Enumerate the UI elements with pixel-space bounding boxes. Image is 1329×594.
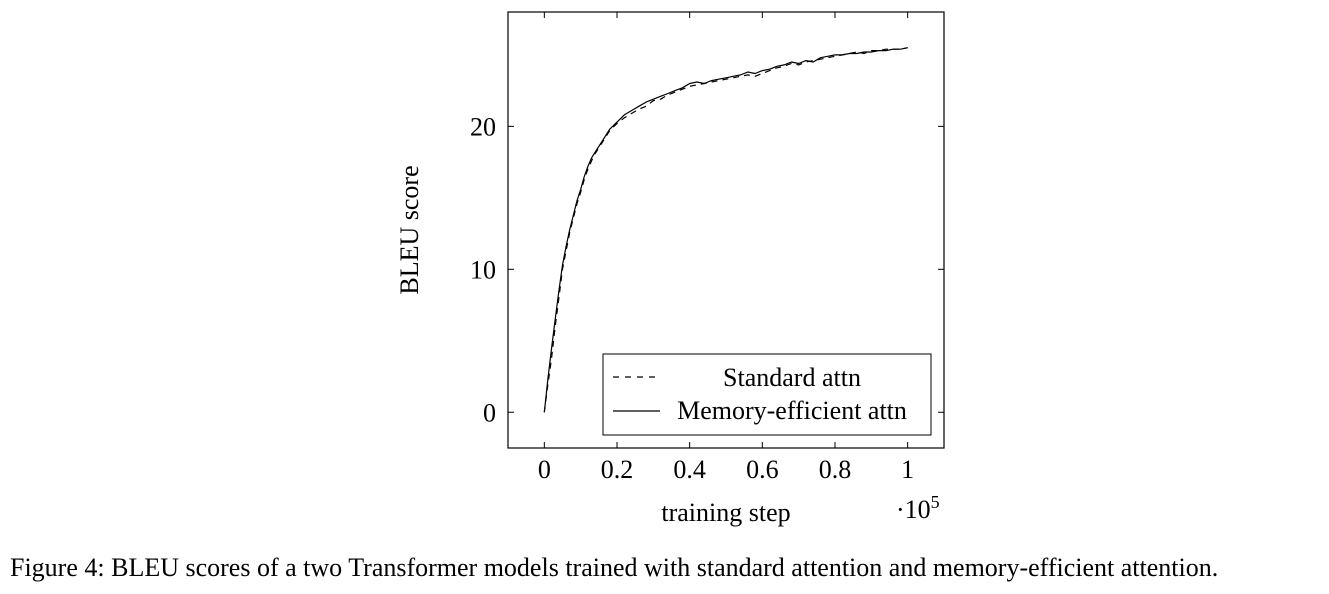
y-tick-label: 20 xyxy=(470,112,496,141)
x-tick-label: 0 xyxy=(538,455,551,484)
plot-area-frame xyxy=(507,11,945,449)
legend-box xyxy=(602,353,932,436)
y-axis-ticks: 0 10 20 xyxy=(470,112,944,427)
x-tick-label: 0.8 xyxy=(819,455,852,484)
x-tick-label: 0.4 xyxy=(673,455,706,484)
x-axis-scale-base: ·10 xyxy=(896,495,931,524)
bleu-chart: 0 0.2 0.4 0.6 0.8 1 0 10 20 Standard attn Memor… xyxy=(395,11,945,527)
series-lines xyxy=(543,47,908,413)
x-tick-label: 0.6 xyxy=(746,455,779,484)
x-axis-scale-factor: ·105 xyxy=(896,492,940,524)
legend-standard-label: Standard attn xyxy=(723,363,861,392)
x-axis-label: training step xyxy=(661,498,790,527)
legend: Standard attn Memory-efficient attn xyxy=(602,353,932,436)
series-memory-efficient-attn-line xyxy=(543,47,908,413)
y-tick-label: 10 xyxy=(470,255,496,284)
figure-caption: Figure 4: BLEU scores of a two Transform… xyxy=(10,553,1219,582)
y-tick-label: 0 xyxy=(483,398,496,427)
x-axis-ticks: 0 0.2 0.4 0.6 0.8 1 xyxy=(538,12,914,484)
x-axis-scale-exponent: 5 xyxy=(931,492,940,512)
legend-memory-label: Memory-efficient attn xyxy=(677,396,907,425)
y-axis-label: BLEU score xyxy=(395,165,424,294)
x-tick-label: 0.2 xyxy=(601,455,634,484)
x-tick-label: 1 xyxy=(901,455,914,484)
